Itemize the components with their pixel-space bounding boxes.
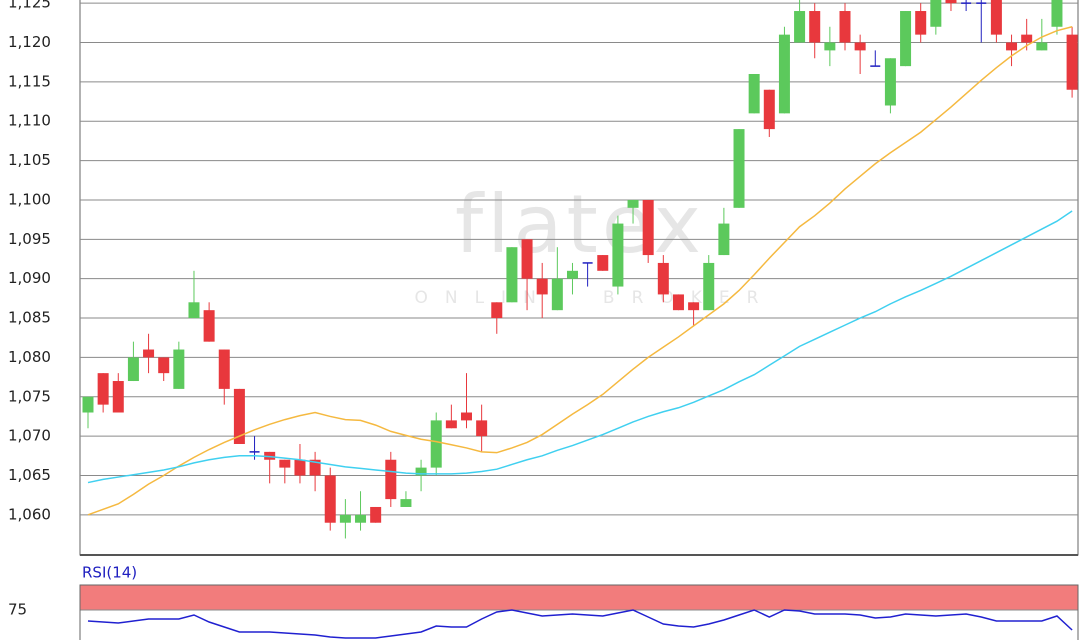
candle-body [1021, 34, 1033, 43]
y-tick-label: 1,095 [8, 230, 51, 248]
y-tick-label: 1,060 [8, 505, 51, 523]
y-tick-label: 1,085 [8, 309, 51, 327]
candle-body [672, 294, 684, 311]
rsi-line [87, 609, 1073, 639]
candle-body [839, 11, 851, 43]
y-tick-label: 1,080 [8, 348, 51, 366]
y-tick-label: 1,070 [8, 427, 51, 445]
candle-body [900, 11, 912, 67]
candle-body [506, 247, 518, 303]
candle-body [400, 499, 412, 507]
candle-body [536, 278, 548, 295]
candle-body [203, 310, 215, 342]
candle-body [127, 357, 139, 382]
y-tick-label: 1,115 [8, 72, 51, 90]
candle-body [778, 34, 790, 114]
candle-body [809, 11, 821, 43]
candle-body [97, 373, 109, 405]
rsi-band [79, 584, 1079, 611]
watermark-logo: flatex [455, 178, 705, 271]
candle-body [82, 396, 94, 413]
y-tick-label: 1,120 [8, 33, 51, 51]
candle-body [370, 506, 382, 523]
candle-body [233, 388, 245, 444]
candle-body [355, 514, 367, 523]
candle-body [415, 467, 427, 476]
candle-body [945, 0, 957, 4]
y-tick-label: 1,125 [8, 0, 51, 12]
candle-body [612, 223, 624, 287]
moving-average-line [87, 210, 1073, 484]
candle-body [1066, 34, 1078, 90]
candle-body [990, 0, 1002, 35]
moving-average-line [87, 26, 1073, 516]
candle-body [309, 459, 321, 476]
y-tick-label: 1,075 [8, 387, 51, 405]
candle-body [173, 349, 185, 389]
candle-body [143, 349, 155, 358]
candle-body [158, 357, 170, 374]
candle-body [1051, 0, 1063, 27]
candle-body [915, 11, 927, 35]
candle-body [688, 302, 700, 311]
candle-body [824, 42, 836, 51]
candle-body [930, 0, 942, 27]
rsi-frame [79, 584, 1079, 644]
candle-body [597, 255, 609, 271]
rsi-title: RSI(14) [82, 564, 137, 582]
candle-body [279, 459, 291, 468]
y-tick-label: 1,090 [8, 269, 51, 287]
candle-body [294, 459, 306, 476]
candle-body [1006, 42, 1018, 51]
candle-body [188, 302, 200, 319]
candle-body [1036, 42, 1048, 51]
y-tick-label: 75 [8, 601, 27, 619]
candle-body [794, 11, 806, 43]
candle-body [854, 42, 866, 51]
candle-body [551, 278, 563, 311]
candle-body [476, 420, 488, 437]
candle-body [748, 74, 760, 114]
candle-body [218, 349, 230, 389]
plot-series [87, 609, 1073, 639]
candle-body [627, 199, 639, 208]
candle-body [445, 420, 457, 429]
y-tick-label: 1,100 [8, 190, 51, 208]
candle-body [566, 270, 578, 279]
candle-body [339, 514, 351, 523]
candle-body [264, 451, 276, 460]
candle-body [461, 412, 472, 421]
candle-body [657, 262, 669, 295]
plot-area [79, 0, 1079, 556]
candle-body [385, 459, 397, 500]
y-tick-label: 1,105 [8, 151, 51, 169]
candle-body [642, 199, 654, 256]
candle-body [430, 420, 442, 468]
y-tick-label: 1,110 [8, 112, 51, 130]
plot-series [82, 0, 1078, 539]
candle-body [733, 129, 745, 208]
y-tick-label: 1,065 [8, 466, 51, 484]
candle-body [884, 58, 896, 106]
candle-body [718, 223, 730, 256]
candle-body [112, 381, 124, 413]
candle-body [324, 475, 336, 523]
candle-body [521, 239, 533, 279]
candle-body [491, 302, 503, 319]
candle-body [763, 89, 775, 130]
candle-body [703, 262, 715, 311]
